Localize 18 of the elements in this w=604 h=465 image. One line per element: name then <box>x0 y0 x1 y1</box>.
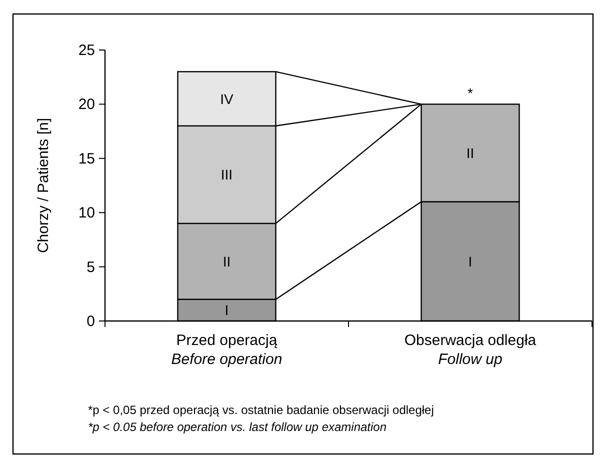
y-tick-label: 15 <box>78 150 95 168</box>
x-tick-label: Przed operacją Before operation <box>171 332 282 368</box>
y-tick-label: 20 <box>78 96 95 114</box>
y-tick-label: 0 <box>86 313 95 330</box>
series-label: IV <box>220 90 234 107</box>
annotation: * <box>468 85 474 102</box>
series-label: III <box>220 166 233 183</box>
text: II <box>466 144 474 161</box>
x-tick-label: Obserwacja odległa Follow up <box>404 332 537 368</box>
text: *p < 0.05 before operation vs. last follow up examination <box>88 420 387 434</box>
series-label: II <box>222 253 231 270</box>
text: *p < 0,05 przed operacją vs. ostatnie badanie obserwacji odległej <box>88 403 434 417</box>
y-axis-title: Chorzy / Patients [n] <box>35 118 52 254</box>
y-tick-label: 5 <box>86 258 95 276</box>
text: I <box>468 253 472 270</box>
y-tick-label: 25 <box>78 42 95 59</box>
series-label: I <box>224 302 229 318</box>
y-tick-label: 10 <box>78 204 95 222</box>
